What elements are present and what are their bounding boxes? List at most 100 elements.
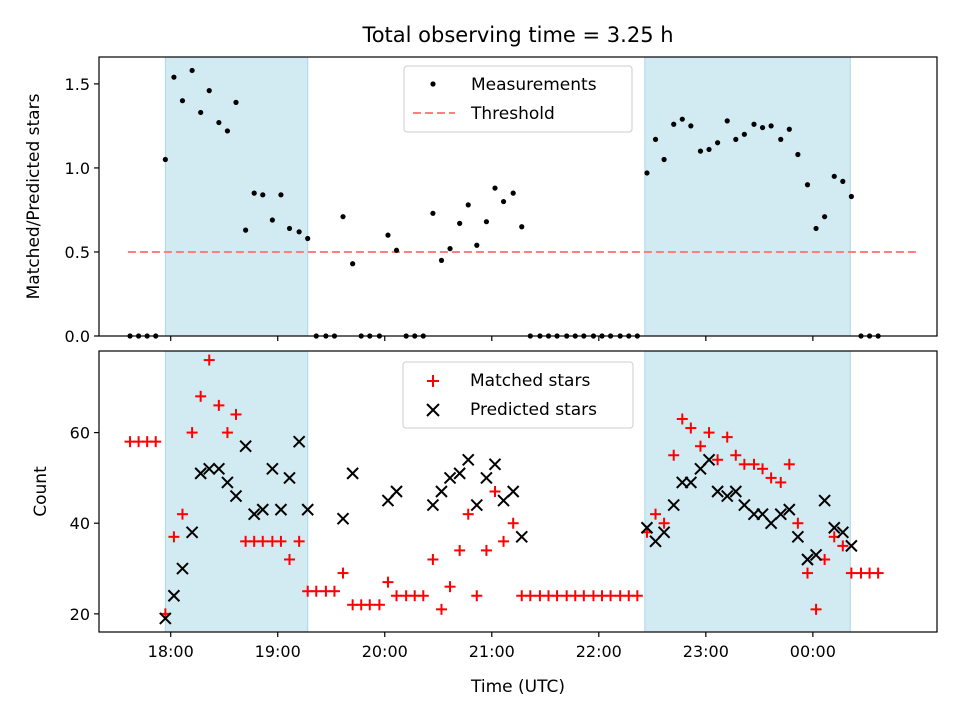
measurements-series [127,67,881,339]
matched-star-point [186,427,198,439]
predicted-star-point [711,485,724,498]
predicted-star-point [470,498,484,512]
matched-star-point [578,590,590,602]
matched-star-point [480,544,492,556]
measurement-point [679,116,685,122]
measurement-point [385,232,391,238]
bottom-y-axis: 20 40 60 [70,424,99,624]
x-tick-label: 00:00 [790,642,836,661]
matched-star-point [685,422,697,434]
predicted-star-point [443,471,457,485]
measurement-point [804,182,811,188]
bottom-axes-frame [98,350,938,633]
predicted-star-point [212,462,226,476]
measurement-point [644,170,650,176]
predicted-star-point [506,485,520,498]
measurement-point [724,118,730,124]
measurement-point [822,214,828,220]
matched-star-point [203,354,215,366]
measurement-point [813,225,819,232]
measurement-point [706,146,712,153]
measurement-point [447,246,453,252]
measurement-point [224,128,231,134]
matched-star-point [748,458,760,470]
predicted-star-point [453,467,466,480]
measurement-point [340,214,346,220]
measurement-point [305,235,311,242]
matched-star-point [150,436,162,448]
measurement-point [179,98,186,104]
matched-star-point [650,508,662,520]
measurement-point [661,156,667,163]
matched-star-point [427,553,439,565]
legend-matched-marker [427,375,439,387]
matched-star-point [765,472,777,484]
predicted-star-point [229,489,243,503]
x-tick-label: 22:00 [576,642,622,661]
predicted-star-point [167,589,181,602]
predicted-star-point [274,503,288,516]
predicted-star-point [256,503,269,516]
bottom-x-axis: 18:00 19:00 20:00 21:00 22:00 23:00 00:00 [148,632,836,661]
x-tick-label: 21:00 [469,642,515,661]
predicted-star-point [336,512,350,525]
y-tick-label: 1.0 [65,159,90,178]
legend-measurements-label: Measurements [471,75,597,95]
matched-star-point [337,567,349,579]
matched-star-point [364,599,376,611]
matched-star-point [730,449,742,461]
predicted-star-point [764,517,778,530]
matched-star-point [757,463,769,475]
x-axis-label: Time (UTC) [470,677,565,697]
measurement-point [751,121,757,127]
bottom-panel: 20 40 60 18:00 19:00 20:00 21:00 22:00 23:00 00:… [31,350,938,697]
x-tick-label: 19:00 [255,642,301,661]
predicted-star-point [738,498,751,512]
measurement-point [296,229,302,235]
y-tick-label: 1.5 [65,75,90,94]
bottom-shaded-regions [164,350,851,633]
measurement-point [438,257,445,263]
matched-star-point [373,599,385,611]
shaded-interval-1 [164,350,309,633]
measurement-point [171,74,177,80]
measurement-point [795,151,801,158]
predicted-star-point [515,530,528,544]
measurement-point [483,219,490,225]
predicted-star-point [480,471,493,485]
matched-star-point [631,590,643,602]
matched-star-point [195,390,207,402]
predicted-star-point [667,498,680,512]
matched-star-point [551,590,563,602]
matched-star-point [230,408,242,420]
matched-star-point [872,567,884,579]
matched-star-point [391,590,403,602]
y-tick-label: 0.0 [65,327,90,346]
matched-star-point [783,458,795,470]
predicted-star-point [845,539,858,553]
predicted-star-point [818,494,831,507]
matched-star-point [845,567,857,579]
matched-star-point [694,440,706,452]
predicted-star-point [426,498,440,512]
x-tick-label: 20:00 [362,642,408,661]
measurement-point [741,131,747,137]
matched-star-point [176,508,188,520]
measurement-point [848,193,854,200]
measurement-point [510,190,516,196]
measurement-point [233,99,239,105]
matched-star-point [489,486,501,497]
predicted-star-point [203,462,216,476]
legend-matched-label: Matched stars [470,371,590,391]
measurement-point [500,198,507,205]
matched-star-point [802,567,814,579]
predicted-star-point [435,485,448,498]
measurement-point [269,217,275,223]
predicted-star-point [346,467,359,480]
matched-star-point [775,476,787,488]
measurement-point [251,190,257,196]
predicted-star-point [488,458,502,471]
measurement-point [652,136,659,142]
predicted-star-point [301,503,314,516]
